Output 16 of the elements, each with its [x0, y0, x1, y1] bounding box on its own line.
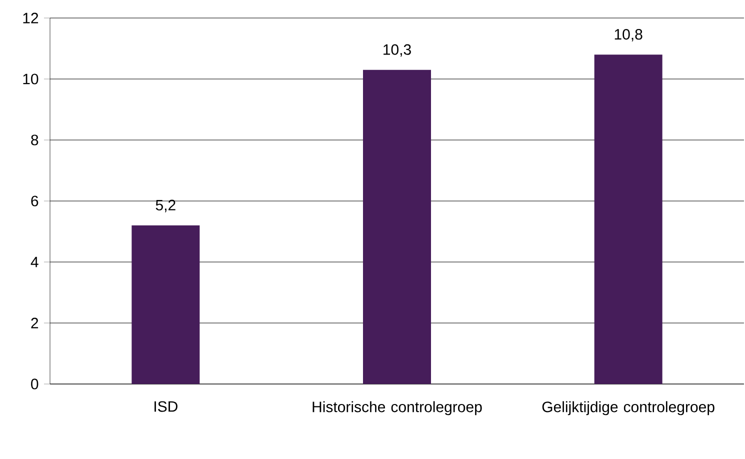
y-tick-label: 6	[31, 196, 38, 206]
data-label: 5,2	[156, 200, 176, 212]
x-tick-label: Historische controlegroep	[312, 401, 482, 416]
y-tick-label: 12	[23, 12, 38, 24]
y-tick-label: 2	[31, 318, 38, 328]
y-tick-label: 4	[30, 256, 38, 268]
y-tick-label: 10	[23, 74, 38, 84]
y-tick-label: 0	[31, 378, 38, 390]
x-tick-label: Gelijktijdige controlegroep	[542, 401, 714, 416]
data-label: 10,3	[384, 44, 411, 57]
bar	[132, 225, 200, 384]
bar	[363, 70, 431, 384]
x-tick-label: ISD	[154, 401, 178, 412]
bar	[594, 54, 662, 384]
data-label: 10,8	[614, 29, 642, 42]
y-tick-label: 8	[31, 134, 38, 146]
